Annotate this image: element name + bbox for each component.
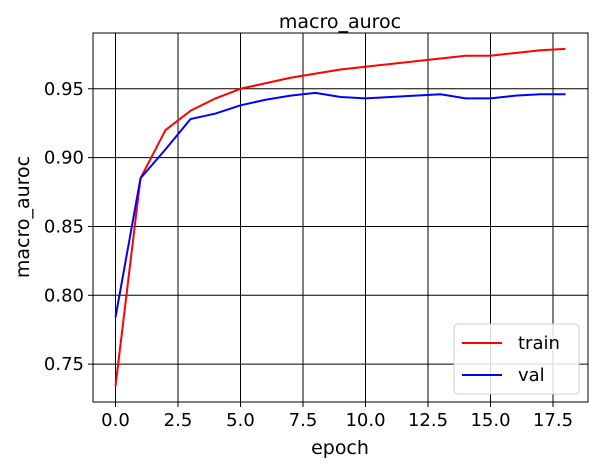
x-tick-label: 10.0: [345, 410, 385, 431]
y-axis: 0.75 0.80 0.85 0.90 0.95: [44, 79, 93, 375]
legend-label-train: train: [518, 333, 560, 354]
chart-title: macro_auroc: [279, 11, 401, 33]
x-tick-label: 12.5: [408, 410, 448, 431]
legend: train val: [453, 323, 580, 395]
x-tick-label: 2.5: [164, 410, 193, 431]
x-tick-label: 0.0: [101, 410, 130, 431]
x-tick-label: 5.0: [226, 410, 255, 431]
y-tick-label: 0.80: [44, 285, 84, 306]
plot-frame: [92, 32, 589, 403]
y-tick-label: 0.95: [44, 79, 84, 100]
x-axis: 0.0 2.5 5.0 7.5 10.0 12.5 15.0 17.5: [101, 402, 573, 431]
x-tick-label: 17.5: [533, 410, 573, 431]
y-tick-label: 0.90: [44, 148, 84, 169]
x-axis-label: epoch: [311, 437, 369, 459]
legend-box: [453, 323, 580, 395]
legend-label-val: val: [518, 365, 545, 386]
series-line-val: [114, 91, 566, 318]
x-tick-label: 15.0: [470, 410, 510, 431]
y-tick-label: 0.85: [44, 216, 84, 237]
series-layer: [114, 47, 566, 387]
series-line-train: [114, 47, 566, 387]
y-tick-label: 0.75: [44, 354, 84, 375]
y-axis-label: macro_auroc: [12, 156, 34, 278]
x-tick-label: 7.5: [289, 410, 318, 431]
